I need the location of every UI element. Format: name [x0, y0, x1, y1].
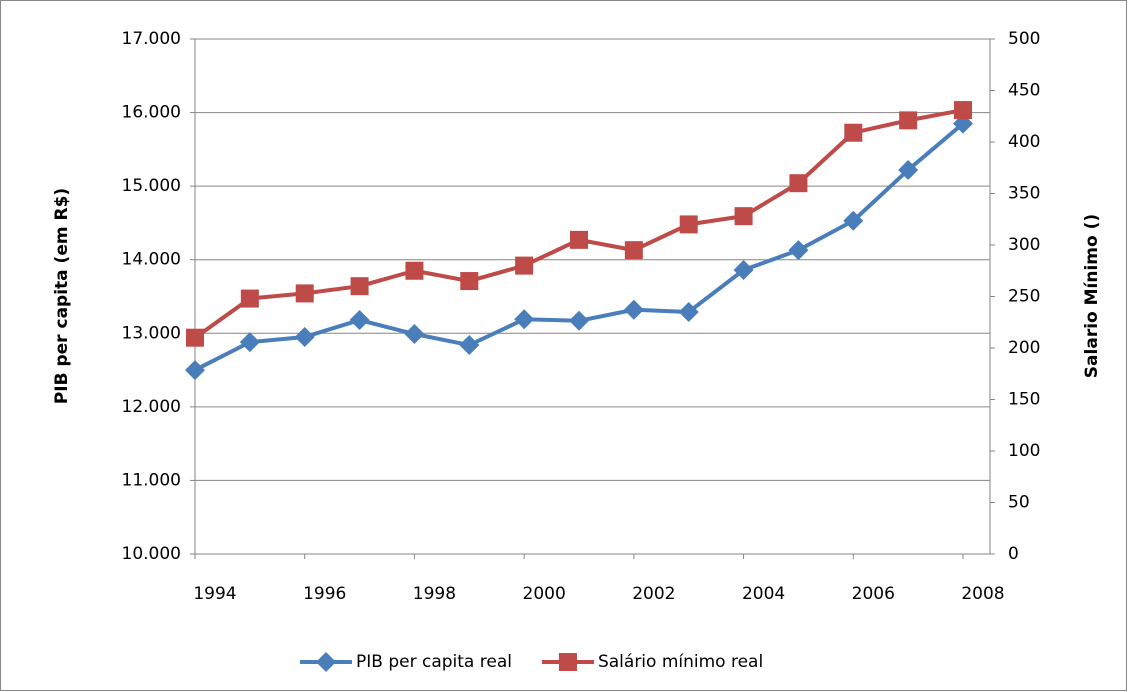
point: [788, 240, 809, 261]
y2-tick-label: 500: [1008, 29, 1040, 49]
point: [624, 241, 643, 260]
legend-label: Salário mínimo real: [598, 652, 763, 672]
point: [789, 174, 808, 193]
point: [898, 159, 919, 180]
y2-axis-label: Salario Mínimo (): [1082, 214, 1102, 378]
point: [404, 324, 425, 345]
point: [623, 299, 644, 320]
y2-tick-label: 200: [1008, 338, 1040, 358]
point: [515, 256, 534, 275]
y2-tick-label: 450: [1008, 81, 1040, 101]
y-tick-label: 11.000: [122, 470, 181, 490]
point: [240, 289, 259, 308]
point: [294, 326, 315, 347]
x-tick-label: 1998: [413, 584, 456, 604]
y-tick-label: 13.000: [122, 323, 181, 343]
y-tick-label: 14.000: [122, 250, 181, 270]
point: [678, 301, 699, 322]
x-tick-label: 2000: [523, 584, 566, 604]
x-tick-label: 1996: [303, 584, 346, 604]
point: [295, 284, 314, 303]
y-tick-label: 12.000: [122, 397, 181, 417]
legend-label: PIB per capita real: [356, 652, 512, 672]
y-tick-label: 15.000: [122, 176, 181, 196]
point: [899, 111, 918, 130]
point: [185, 360, 205, 381]
point: [349, 310, 370, 331]
point: [405, 261, 424, 280]
y2-tick-label: 0: [1008, 544, 1019, 564]
legend-marker: [558, 653, 577, 671]
y-axis-label: PIB per capita (em R$): [52, 188, 72, 404]
point: [844, 123, 863, 142]
y2-tick-label: 50: [1008, 493, 1030, 513]
x-tick-label: 2008: [961, 584, 1004, 604]
point: [459, 335, 480, 356]
legend-marker: [316, 652, 336, 672]
point: [514, 309, 535, 330]
y2-tick-label: 300: [1008, 235, 1040, 255]
point: [569, 310, 589, 331]
x-tick-label: 1994: [193, 584, 236, 604]
point: [734, 207, 753, 226]
point: [679, 215, 698, 234]
y2-tick-label: 100: [1008, 441, 1040, 461]
point: [843, 210, 864, 231]
y2-tick-label: 150: [1008, 390, 1040, 410]
point: [460, 272, 479, 291]
y2-tick-label: 400: [1008, 132, 1040, 152]
point: [350, 277, 369, 296]
y2-tick-label: 350: [1008, 184, 1040, 204]
y-tick-label: 16.000: [122, 103, 181, 123]
y-tick-label: 17.000: [122, 29, 181, 49]
point: [239, 332, 260, 353]
point: [186, 328, 204, 347]
x-tick-label: 2002: [632, 584, 675, 604]
x-tick-label: 2004: [742, 584, 785, 604]
point: [570, 230, 588, 249]
point: [733, 260, 754, 281]
y2-tick-label: 250: [1008, 287, 1040, 307]
x-tick-label: 2006: [852, 584, 895, 604]
y-tick-label: 10.000: [122, 544, 181, 564]
point: [954, 101, 972, 120]
